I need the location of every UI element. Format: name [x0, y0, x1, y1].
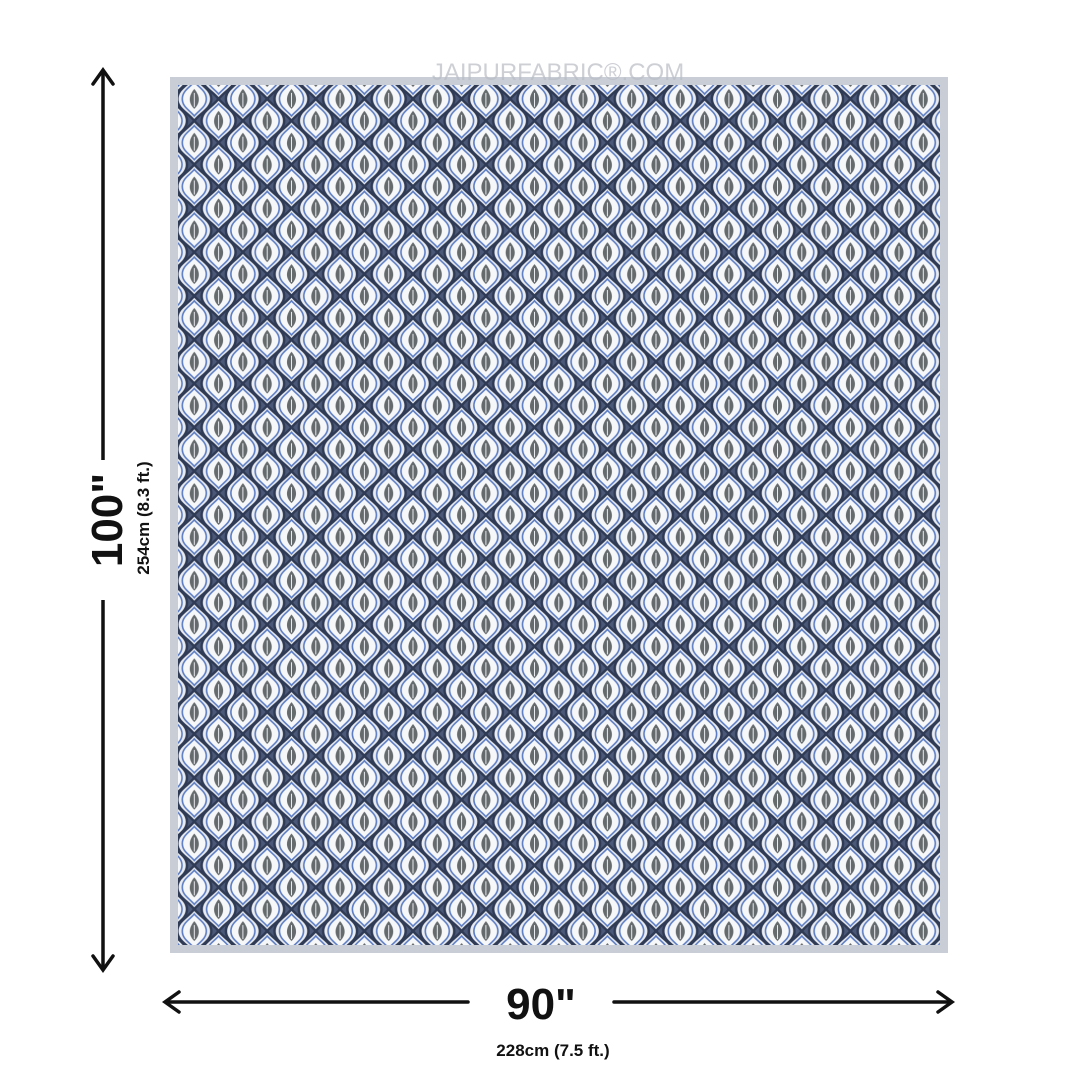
height-label: 100": [83, 473, 132, 567]
width-label: 90": [506, 980, 576, 1029]
fabric-pattern: [178, 85, 940, 945]
watermark: JAIPURFABRIC®.COM: [432, 59, 684, 86]
height-label-bg: [86, 460, 156, 600]
width-arrow: [161, 990, 956, 1014]
width-metric: 228cm (7.5 ft.): [496, 1041, 609, 1060]
height-metric: 254cm (8.3 ft.): [134, 461, 153, 574]
